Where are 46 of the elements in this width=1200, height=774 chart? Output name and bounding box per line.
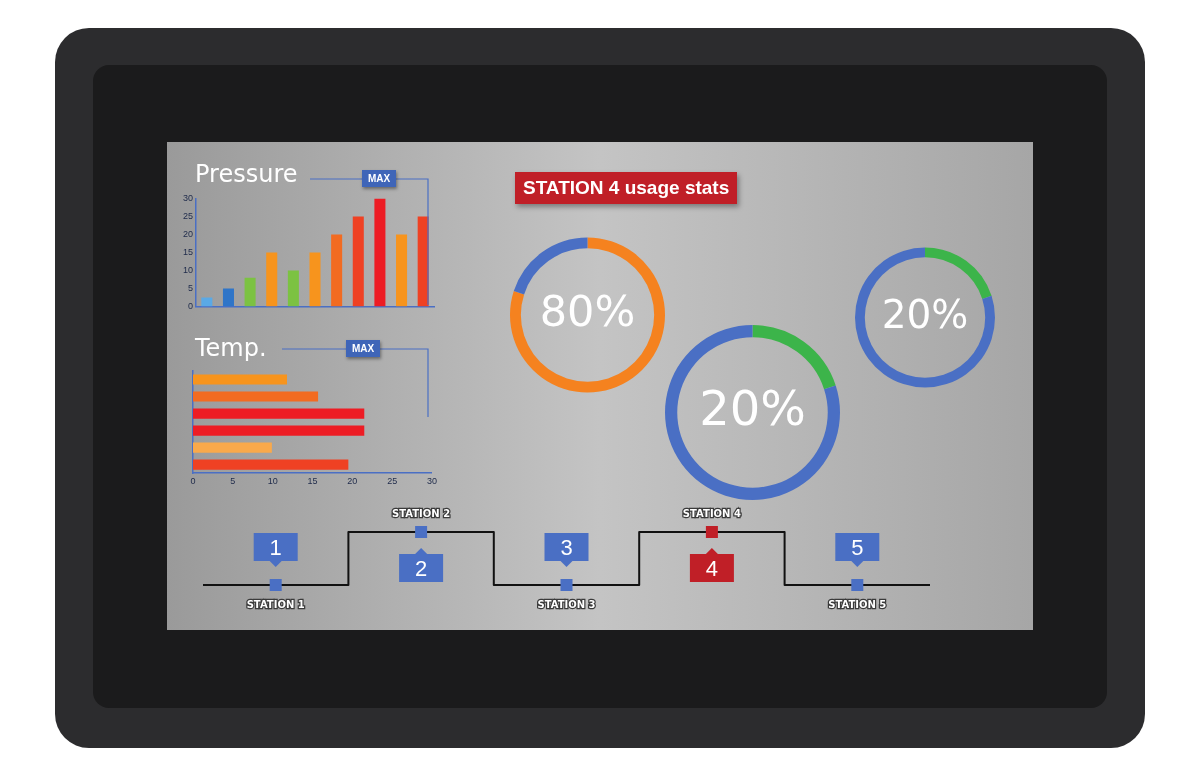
category-label: 5 xyxy=(851,535,864,560)
data-label: 20% xyxy=(699,379,806,436)
y-tick-label: 5 xyxy=(188,283,194,294)
x-tick-label: 10 xyxy=(267,476,278,487)
text: STATION 4 xyxy=(682,508,741,519)
x-tick-label: 30 xyxy=(426,476,437,487)
y-tick-label: 10 xyxy=(183,265,194,276)
y-tick-label: 30 xyxy=(183,192,194,203)
bar xyxy=(193,442,272,453)
y-tick-label: 15 xyxy=(183,246,194,257)
bar xyxy=(193,425,365,436)
bar xyxy=(222,288,234,307)
chart-title: Pressure xyxy=(195,160,298,188)
data-label: 20% xyxy=(881,291,969,337)
text: MAX xyxy=(362,170,397,187)
bar xyxy=(374,198,386,307)
text: STATION 1 xyxy=(246,599,305,610)
bar xyxy=(331,234,343,307)
category-label: 2 xyxy=(414,556,428,581)
bar xyxy=(244,277,256,307)
data-label: 80% xyxy=(539,286,636,337)
x-tick-label: 25 xyxy=(387,476,398,487)
bar xyxy=(193,391,319,402)
bar xyxy=(193,459,349,470)
text: STATION 3 xyxy=(537,599,596,610)
category-label: 1 xyxy=(269,535,282,560)
y-tick-label: 0 xyxy=(188,301,194,312)
category-label: 3 xyxy=(560,535,573,560)
y-tick-label: 20 xyxy=(183,228,194,239)
category-label: 4 xyxy=(705,556,719,581)
text: MAX xyxy=(346,340,381,357)
x-tick-label: 15 xyxy=(307,476,318,487)
y-tick-label: 25 xyxy=(183,210,194,221)
x-tick-label: 5 xyxy=(230,476,236,487)
bar xyxy=(352,216,364,307)
text: STATION 5 xyxy=(828,599,887,610)
bar xyxy=(193,408,365,419)
bar xyxy=(309,252,321,307)
bar xyxy=(266,252,278,307)
text: STATION 2 xyxy=(392,508,451,519)
chart-title: STATION 4 usage stats xyxy=(515,172,738,204)
x-tick-label: 20 xyxy=(347,476,358,487)
bar xyxy=(287,270,299,307)
bar xyxy=(396,234,408,307)
bar xyxy=(193,374,288,385)
chart-title: Temp. xyxy=(195,334,267,362)
